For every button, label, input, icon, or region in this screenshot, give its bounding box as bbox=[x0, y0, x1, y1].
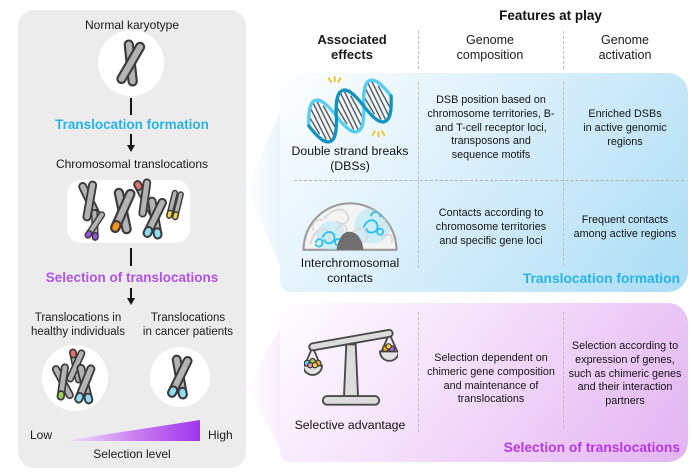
high-label: High bbox=[208, 428, 233, 442]
healthy-individuals-label: Translocations in healthy individuals bbox=[31, 312, 125, 338]
chromosome-icon bbox=[114, 37, 148, 89]
contacts-activation-cell: Frequent contacts among active regions bbox=[573, 214, 677, 240]
chromosome-green-tip-icon bbox=[50, 361, 76, 403]
translocations-box bbox=[67, 176, 190, 243]
selection-arrow-notch bbox=[247, 325, 281, 450]
selection-activation-cell: Selection according to expression of gen… bbox=[568, 340, 682, 408]
translocation-formation-label: Translocation formation bbox=[55, 117, 209, 132]
selection-level-label: Selection level bbox=[93, 447, 171, 461]
formation-arrow-notch bbox=[247, 110, 281, 268]
selection-of-translocations-label: Selection of translocations bbox=[45, 270, 219, 285]
scale-pan-right bbox=[379, 350, 398, 362]
karyotype-circle bbox=[98, 30, 164, 96]
pathway-panel: Normal karyotype Translocation formation… bbox=[18, 10, 246, 468]
chromatid-pair-yellow-tip-icon bbox=[166, 189, 184, 221]
spark-icon bbox=[327, 76, 386, 138]
genome-composition-column-header: Genome composition bbox=[456, 33, 524, 62]
chromosome-purple-tip-icon bbox=[82, 207, 107, 243]
dna-double-strand-breaks-icon bbox=[307, 76, 393, 144]
flow-arrow-line bbox=[130, 288, 132, 298]
chromosomal-translocations-label: Chromosomal translocations bbox=[55, 157, 209, 171]
selection-caption: Selection of translocations bbox=[503, 440, 680, 455]
healthy-individuals-circle bbox=[42, 345, 108, 411]
normal-karyotype-label: Normal karyotype bbox=[84, 18, 180, 32]
flow-arrow-line bbox=[130, 98, 132, 115]
contacts-label: Interchromosomal contacts bbox=[300, 256, 400, 285]
column-divider bbox=[563, 82, 564, 266]
selection-gradient-triangle bbox=[63, 420, 200, 441]
column-divider bbox=[418, 31, 419, 69]
flow-arrow-head bbox=[126, 145, 135, 152]
chromosome-cyan-tip-icon bbox=[165, 352, 195, 402]
flow-arrow-head bbox=[126, 298, 135, 305]
associated-effects-column-header: Associated effects bbox=[317, 32, 387, 62]
low-label: Low bbox=[30, 428, 53, 442]
selection-composition-cell: Selection dependent on chimeric gene com… bbox=[427, 352, 555, 406]
cancer-patients-label: Translocations in cancer patients bbox=[142, 312, 234, 338]
row-divider bbox=[294, 180, 684, 181]
column-divider bbox=[563, 312, 564, 428]
selective-advantage-label: Selective advantage bbox=[294, 418, 406, 432]
chromosome-orange-tip-icon bbox=[108, 186, 138, 236]
chromosome-red-tip-icon bbox=[65, 347, 87, 385]
dsb-label: Double strand breaks (DBSs) bbox=[291, 144, 409, 173]
nucleus-interchromosomal-contacts-icon bbox=[302, 202, 398, 251]
features-at-play-heading: Features at play bbox=[499, 8, 602, 23]
column-divider bbox=[563, 31, 564, 69]
contacts-composition-cell: Contacts according to chromosome territo… bbox=[435, 207, 547, 247]
chromosome-cyan-tip-icon bbox=[141, 194, 169, 242]
balance-scale-icon bbox=[304, 328, 398, 406]
flow-arrow-line bbox=[130, 248, 132, 266]
gene-blobs bbox=[304, 343, 396, 369]
scale-pan-left bbox=[304, 364, 323, 376]
chromosome-cyan-tip-icon bbox=[72, 362, 97, 406]
column-divider bbox=[418, 82, 419, 268]
column-divider bbox=[418, 312, 419, 432]
nucleolus-shape bbox=[336, 231, 364, 250]
dsb-activation-cell: Enriched DSBs in active genomic regions bbox=[583, 108, 667, 148]
formation-caption: Translocation formation bbox=[522, 271, 680, 286]
chromosome-red-tip-icon bbox=[131, 176, 158, 220]
flow-arrow-line bbox=[130, 134, 132, 145]
cancer-patients-circle bbox=[150, 347, 210, 407]
dsb-composition-cell: DSB position based on chromosome territo… bbox=[427, 94, 555, 162]
genome-activation-column-header: Genome activation bbox=[598, 33, 652, 62]
